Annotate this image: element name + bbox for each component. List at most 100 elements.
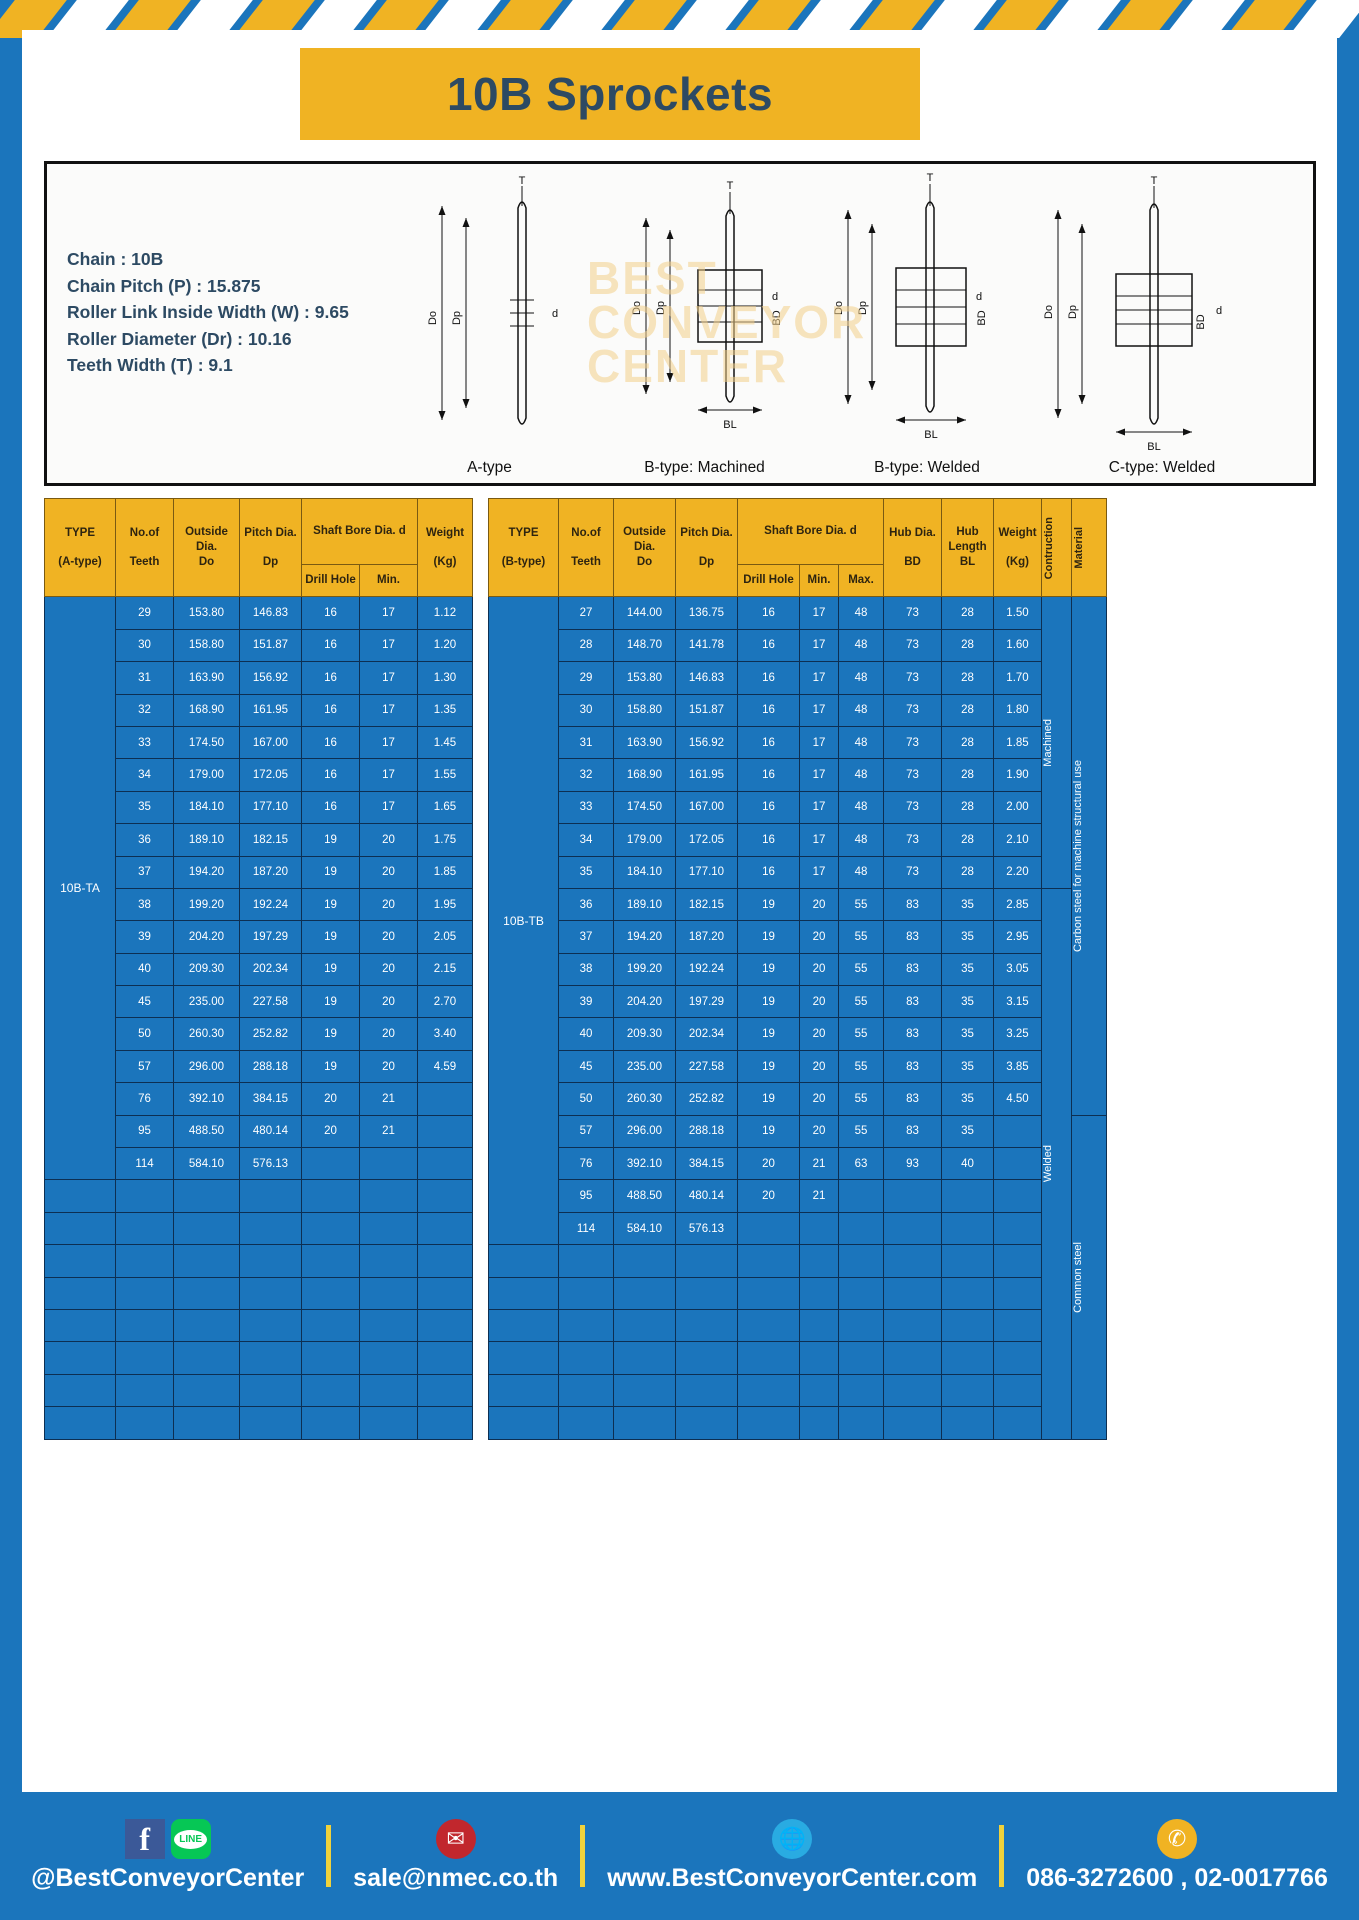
- table-cell: 4.59: [417, 1049, 473, 1084]
- table-cell: 20: [359, 985, 418, 1019]
- th-drill-hole-b: Drill Hole: [737, 563, 800, 598]
- table-cell: [173, 1406, 240, 1440]
- th-pitch-b-line1: Pitch Dia.: [680, 526, 733, 539]
- table-cell: 31: [115, 661, 174, 695]
- table-row: 39 204.20 197.29 19 20 55 83 35 3.15: [489, 985, 1107, 1019]
- table-cell: 204.20: [173, 920, 240, 954]
- th-outside-b-line2: Dia.: [633, 541, 656, 554]
- table-cell: 20: [799, 985, 839, 1019]
- website-url[interactable]: www.BestConveyorCenter.com: [607, 1864, 978, 1892]
- table-cell: [941, 1406, 994, 1440]
- table-cell: 182.15: [675, 887, 738, 922]
- table-cell: [173, 1276, 240, 1310]
- th-pitch-line2: Dp: [262, 555, 279, 568]
- facebook-icon[interactable]: f: [124, 1819, 165, 1859]
- table-cell: [799, 1276, 839, 1310]
- table-cell: [301, 1244, 360, 1278]
- poster-page: 10B Sprockets Chain : 10B Chain Pitch (P…: [22, 30, 1337, 1792]
- footer-phone-group[interactable]: ✆ 086-3272600 , 02-0017766: [1026, 1819, 1328, 1893]
- cell-empty: [44, 1406, 116, 1440]
- table-cell: [359, 1276, 418, 1310]
- table-cell: [239, 1211, 302, 1246]
- table-cell: 148.70: [613, 628, 676, 663]
- th-material-label: Material: [1073, 526, 1085, 569]
- phone-numbers[interactable]: 086-3272600 , 02-0017766: [1026, 1864, 1328, 1892]
- globe-icon[interactable]: 🌐: [772, 1819, 813, 1859]
- table-cell: [613, 1341, 676, 1375]
- table-cell: [115, 1244, 174, 1278]
- th-bore-group-b: Shaft Bore Dia. d: [737, 498, 884, 565]
- table-cell: 19: [301, 1017, 360, 1051]
- cell-empty: [488, 1406, 559, 1440]
- table-row: [44, 1244, 473, 1278]
- table-cell: 45: [558, 1049, 614, 1084]
- table-cell: 209.30: [613, 1017, 676, 1051]
- table-cell: 20: [359, 855, 418, 889]
- table-row: 57 296.00 288.18 19 20 55 83 35 Common steel: [489, 1114, 1107, 1440]
- line-icon[interactable]: LINE: [170, 1819, 211, 1859]
- table-cell: 33: [115, 725, 174, 760]
- table-cell: [675, 1276, 738, 1310]
- svg-text:Dp: Dp: [451, 311, 463, 325]
- th-drill-hole-a: Drill Hole: [301, 563, 360, 598]
- cell-material-common-steel: Common steel: [1071, 1114, 1107, 1440]
- table-cell: 20: [359, 1017, 418, 1051]
- table-cell: [417, 1341, 473, 1375]
- th-hub-len-line3: BL: [959, 556, 976, 569]
- table-cell: 16: [301, 628, 360, 663]
- table-cell: [675, 1308, 738, 1343]
- table-cell: 1.70: [993, 661, 1042, 695]
- table-cell: 19: [737, 1017, 800, 1051]
- table-cell: 17: [799, 661, 839, 695]
- table-cell: 31: [558, 725, 614, 760]
- svg-text:T: T: [1151, 175, 1158, 187]
- table-row: 40 209.30 202.34 19 20 55 83 35 3.25: [489, 1017, 1107, 1051]
- footer-facebook-group[interactable]: f LINE @BestConveyorCenter: [31, 1819, 304, 1893]
- table-row: 32 168.90 161.95 16 17 1.35: [45, 693, 473, 727]
- table-row: [488, 1308, 1107, 1343]
- table-row: 32 168.90 161.95 16 17 48 73 28 1.90: [489, 758, 1107, 792]
- th-weight-line1: Weight: [425, 526, 465, 539]
- table-cell: [838, 1406, 884, 1440]
- footer-email-group[interactable]: ✉ sale@nmec.co.th: [353, 1819, 558, 1893]
- table-cell: [799, 1406, 839, 1440]
- table-cell: 146.83: [675, 661, 738, 695]
- facebook-handle[interactable]: @BestConveyorCenter: [31, 1864, 305, 1892]
- table-cell: 189.10: [173, 823, 240, 857]
- table-cell: 55: [838, 1114, 884, 1149]
- envelope-icon[interactable]: ✉: [435, 1819, 476, 1859]
- table-cell: [993, 1341, 1042, 1375]
- table-cell: [883, 1244, 942, 1278]
- table-cell: [115, 1341, 174, 1375]
- table-cell: 40: [558, 1017, 614, 1051]
- table-cell: 174.50: [613, 790, 676, 825]
- table-cell: 153.80: [173, 596, 240, 630]
- table-cell: [359, 1244, 418, 1278]
- th-construction: Contruction: [1041, 497, 1072, 598]
- table-cell: 480.14: [239, 1114, 302, 1149]
- cell-empty: [488, 1341, 559, 1375]
- email-address[interactable]: sale@nmec.co.th: [353, 1864, 559, 1892]
- th-hub-dia-line1: Hub Dia.: [889, 526, 936, 539]
- table-cell: 83: [883, 1017, 942, 1051]
- svg-text:T: T: [519, 175, 526, 187]
- table-cell: [941, 1373, 994, 1408]
- table-cell: 1.60: [993, 628, 1042, 663]
- th-hub-length-b: Hub Length BL: [941, 497, 994, 598]
- th-pitch-dia-a: Pitch Dia. Dp: [239, 497, 302, 598]
- table-cell: [417, 1211, 473, 1246]
- table-cell: [417, 1114, 473, 1149]
- table-cell: [838, 1276, 884, 1310]
- table-cell: 73: [883, 758, 942, 792]
- table-cell: [993, 1179, 1042, 1213]
- table-cell: 21: [359, 1114, 418, 1149]
- th-type-b-line1: TYPE: [508, 526, 539, 539]
- th-pitch-b-line2: Dp: [698, 555, 715, 568]
- cell-empty: [488, 1373, 559, 1408]
- table-cell: [115, 1406, 174, 1440]
- table-cell: 4.50: [993, 1082, 1042, 1116]
- svg-text:BD: BD: [976, 310, 988, 325]
- phone-icon[interactable]: ✆: [1157, 1819, 1198, 1859]
- footer-website-group[interactable]: 🌐 www.BestConveyorCenter.com: [607, 1819, 977, 1893]
- table-cell: 167.00: [675, 790, 738, 825]
